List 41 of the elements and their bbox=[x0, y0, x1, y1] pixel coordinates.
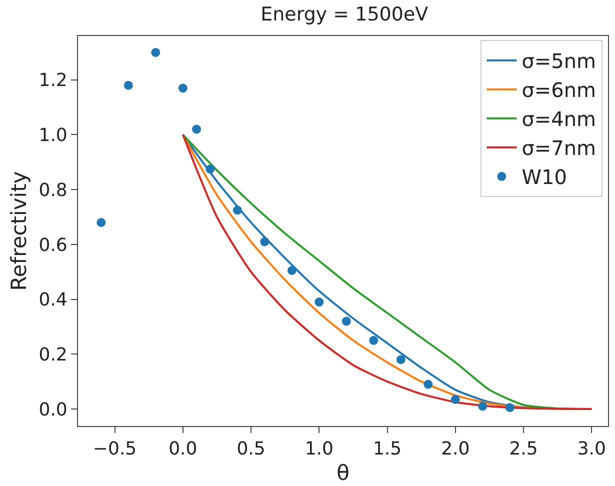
legend-label: σ=5nm bbox=[522, 49, 596, 74]
line-series bbox=[182, 134, 593, 410]
point bbox=[314, 298, 324, 307]
point bbox=[396, 355, 406, 364]
point bbox=[96, 218, 106, 227]
y-tick-label: 1.2 bbox=[38, 70, 68, 92]
point bbox=[260, 237, 270, 246]
chart-title: Energy = 1500eV bbox=[260, 4, 428, 26]
point bbox=[206, 164, 215, 174]
point bbox=[124, 80, 133, 90]
y-tick-label: 0.6 bbox=[38, 234, 68, 256]
y-axis-title: Refrectivity bbox=[6, 171, 31, 291]
x-tick-label: 1.0 bbox=[304, 438, 334, 460]
y-tick-label: 0.8 bbox=[38, 180, 68, 201]
x-tick-label: 1.5 bbox=[372, 438, 402, 460]
legend-label: W10 bbox=[522, 165, 567, 190]
legend-label: σ=6nm bbox=[522, 78, 596, 102]
x-tick-label: 0.0 bbox=[168, 438, 198, 460]
x-tick-label: −0.5 bbox=[92, 438, 137, 460]
y-tick-label: 1.0 bbox=[38, 125, 68, 146]
x-axis-title: θ bbox=[336, 460, 350, 485]
point bbox=[342, 316, 351, 326]
x-tick-label: 2.5 bbox=[509, 438, 538, 460]
point bbox=[192, 124, 202, 134]
point bbox=[369, 336, 378, 345]
y-tick-label: 0.4 bbox=[38, 290, 68, 311]
point bbox=[287, 266, 296, 275]
x-tick-label: 2.0 bbox=[441, 438, 470, 460]
x-tick-label: 0.5 bbox=[236, 438, 266, 460]
point bbox=[151, 48, 160, 57]
y-tick-label: 0.2 bbox=[38, 344, 68, 366]
y-tick-label: 0.0 bbox=[38, 399, 68, 420]
point bbox=[424, 380, 433, 389]
point bbox=[478, 402, 488, 411]
x-tick-label: 3.0 bbox=[577, 438, 606, 460]
point bbox=[232, 206, 242, 215]
point bbox=[505, 403, 514, 412]
point bbox=[178, 84, 188, 93]
legend-label: σ=4nm bbox=[522, 107, 596, 132]
legend-label: σ=7nm bbox=[522, 136, 596, 160]
point bbox=[450, 394, 460, 404]
